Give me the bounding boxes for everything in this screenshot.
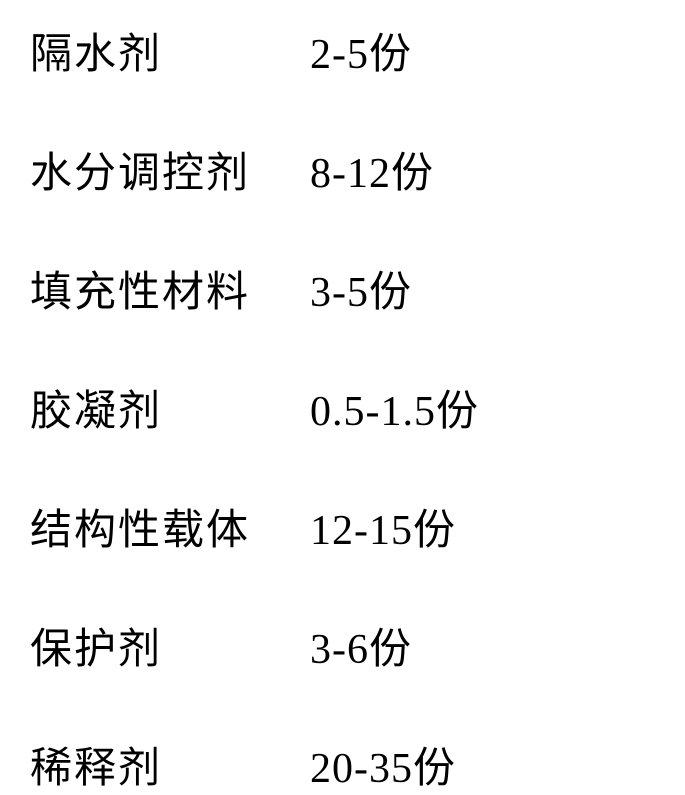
ingredient-label: 填充性材料 <box>30 258 310 319</box>
ingredient-label: 水分调控剂 <box>30 139 310 200</box>
ingredients-table: 隔水剂 2-5份 水分调控剂 8-12份 填充性材料 3-5份 胶凝剂 0.5-… <box>30 20 655 795</box>
table-row: 保护剂 3-6份 <box>30 615 655 676</box>
ingredient-value: 8-12份 <box>310 139 434 200</box>
table-row: 填充性材料 3-5份 <box>30 258 655 319</box>
ingredient-value: 20-35份 <box>310 734 456 795</box>
ingredient-value: 3-6份 <box>310 615 412 676</box>
table-row: 结构性载体 12-15份 <box>30 496 655 557</box>
ingredient-label: 稀释剂 <box>30 734 310 795</box>
table-row: 胶凝剂 0.5-1.5份 <box>30 377 655 438</box>
ingredient-label: 胶凝剂 <box>30 377 310 438</box>
ingredient-label: 结构性载体 <box>30 496 310 557</box>
ingredient-label: 隔水剂 <box>30 20 310 81</box>
table-row: 隔水剂 2-5份 <box>30 20 655 81</box>
table-row: 水分调控剂 8-12份 <box>30 139 655 200</box>
ingredient-label: 保护剂 <box>30 615 310 676</box>
ingredient-value: 12-15份 <box>310 496 456 557</box>
ingredient-value: 2-5份 <box>310 20 412 81</box>
ingredient-value: 3-5份 <box>310 258 412 319</box>
table-row: 稀释剂 20-35份 <box>30 734 655 795</box>
ingredient-value: 0.5-1.5份 <box>310 377 479 438</box>
